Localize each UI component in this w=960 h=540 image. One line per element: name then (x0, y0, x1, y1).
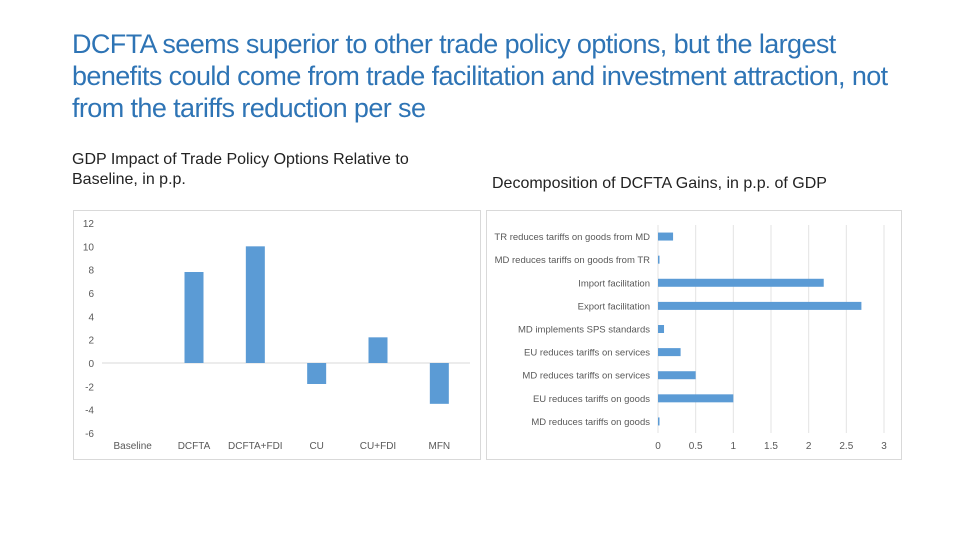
bar-eu-reduces-tariffs-on-goods (658, 394, 734, 403)
gdp-impact-chart: 12 10 8 6 4 2 0 -2 -4 -6 Baseline DCFTA DCFTA+FDI CU C… (83, 219, 470, 452)
x-tick-label: 1 (731, 441, 737, 452)
bar-dcfta (184, 272, 204, 363)
y-category-label: MD reduces tariffs on goods (531, 417, 650, 428)
x-tick-label: Baseline (113, 441, 152, 452)
bar-md-reduces-tariffs-on-goods (658, 417, 660, 426)
bar-cu-fdi (368, 337, 388, 363)
y-tick-label: 6 (88, 289, 94, 300)
x-tick-label: CU (309, 441, 323, 452)
bar-md-reduces-tariffs-on-services (658, 371, 696, 380)
y-tick-label: -2 (85, 382, 94, 393)
y-tick-label: 2 (88, 336, 94, 347)
x-tick-label: DCFTA (178, 441, 211, 452)
bar-export-facilitation (658, 301, 862, 310)
y-tick-label: 0 (88, 359, 94, 370)
x-tick-label: 2 (806, 441, 812, 452)
y-tick-label: 4 (88, 312, 94, 323)
x-tick-label: 2.5 (839, 441, 853, 452)
y-category-label: Export facilitation (578, 301, 650, 312)
page-title: DCFTA seems superior to other trade poli… (72, 29, 888, 123)
right-chart-title: Decomposition of DCFTA Gains, in p.p. of… (492, 175, 827, 192)
y-category-label: MD reduces tariffs on goods from TR (495, 255, 651, 266)
y-category-label: Import facilitation (578, 278, 650, 289)
x-tick-label: 1.5 (764, 441, 778, 452)
y-category-label: MD implements SPS standards (518, 325, 650, 336)
bar-tr-reduces-tariffs-on-goods-from-md (658, 232, 674, 241)
y-category-label: MD reduces tariffs on services (522, 371, 650, 382)
x-tick-label: CU+FDI (360, 441, 396, 452)
x-tick-label: 3 (881, 441, 887, 452)
gdp-impact-chart-frame: 12 10 8 6 4 2 0 -2 -4 -6 Baseline DCFTA DCFTA+FDI CU C… (73, 210, 481, 460)
y-tick-label: 8 (88, 266, 94, 277)
x-tick-label: 0 (655, 441, 661, 452)
bar-mfn (429, 363, 449, 404)
dcfta-decomposition-chart: 0 0.5 1 1.5 2 2.5 3 TR reduces tariffs on goods… (494, 225, 887, 452)
y-category-label: EU reduces tariffs on services (524, 348, 650, 359)
left-chart-title: GDP Impact of Trade Policy Options Relat… (72, 151, 409, 188)
bar-cu (307, 363, 327, 384)
bar-md-reduces-tariffs-on-goods-from-tr (658, 255, 660, 264)
bar-md-implements-sps-standards (658, 325, 665, 333)
x-tick-label: DCFTA+FDI (228, 441, 283, 452)
bar-dcfta-fdi (245, 246, 265, 363)
x-tick-label: 0.5 (689, 441, 703, 452)
y-tick-label: -6 (85, 429, 94, 440)
y-category-label: EU reduces tariffs on goods (533, 394, 650, 405)
dcfta-decomposition-chart-frame: 0 0.5 1 1.5 2 2.5 3 TR reduces tariffs on goods… (486, 210, 902, 460)
x-tick-label: MFN (428, 441, 450, 452)
bar-eu-reduces-tariffs-on-services (658, 348, 681, 357)
y-tick-label: 10 (83, 242, 95, 253)
bar-import-facilitation (658, 278, 824, 287)
y-tick-label: -4 (85, 406, 94, 417)
y-category-label: TR reduces tariffs on goods from MD (494, 232, 650, 243)
y-tick-label: 12 (83, 219, 95, 230)
